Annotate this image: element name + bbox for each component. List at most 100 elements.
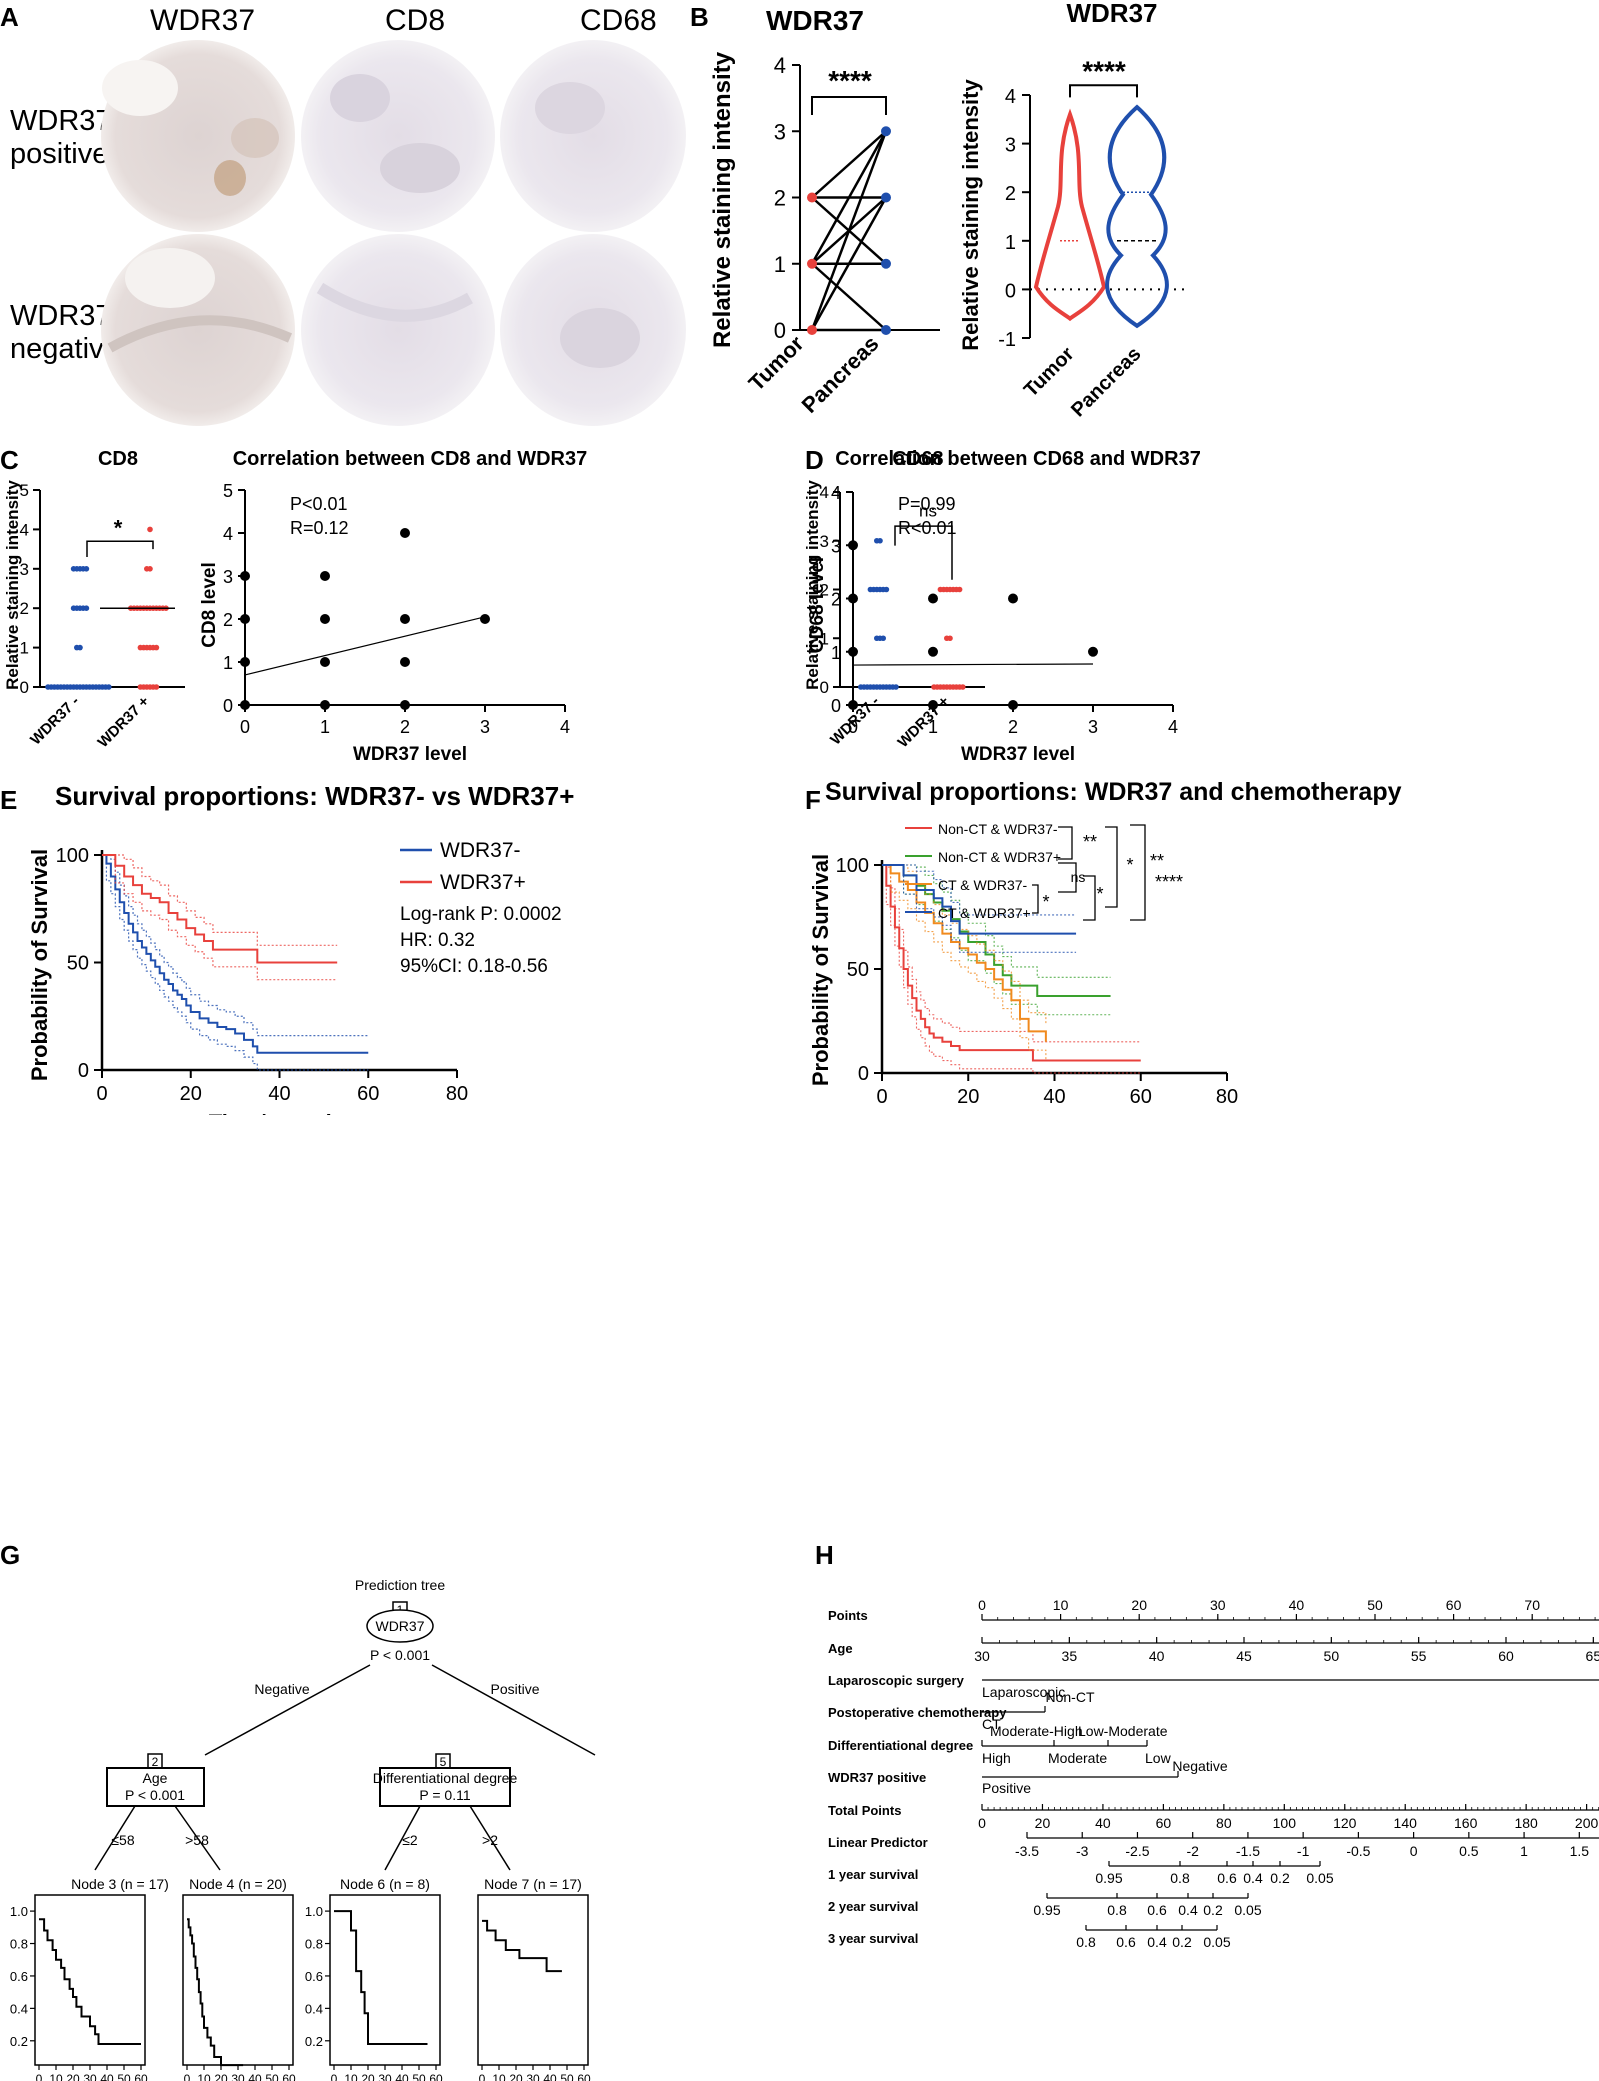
strip-point <box>137 644 144 651</box>
strip-point <box>106 684 112 690</box>
scale-tick-label: 0.05 <box>1203 1934 1230 1950</box>
scale-tick-label: 0.95 <box>1033 1902 1060 1918</box>
scale-tick-label: -3.5 <box>1015 1843 1039 1859</box>
stats-text: HR: 0.32 <box>400 930 475 951</box>
nomogram-row-label: Laparoscopic surgery <box>828 1673 965 1688</box>
x-tick-label: 20 <box>214 2072 228 2081</box>
correlation-point <box>320 700 330 710</box>
panel-a-row-label-positive: WDR37 positive <box>10 105 112 171</box>
y-tick-label: 0 <box>78 1060 89 1082</box>
root-node-label: WDR37 <box>375 1618 424 1634</box>
tumor-violin <box>1033 108 1107 322</box>
scale-tick-label: 50 <box>1367 1597 1383 1613</box>
correlation-point <box>240 571 250 581</box>
strip-point <box>944 635 950 642</box>
scale-tick-label: 1.5 <box>1570 1843 1590 1859</box>
nomogram-row-label: 3 year survival <box>828 1931 918 1946</box>
x-tick-label: 3 <box>1088 717 1098 737</box>
row-label-line: WDR37 <box>10 105 112 137</box>
scale-tick-label: 120 <box>1333 1815 1357 1831</box>
correlation-point <box>1008 593 1018 604</box>
scale-tick-label: 0.05 <box>1306 1870 1333 1886</box>
correlation-point <box>240 657 250 667</box>
significance-label: **** <box>1155 872 1183 892</box>
y-tick-label: 5 <box>20 481 29 500</box>
x-tick-label: 10 <box>49 2072 63 2081</box>
x-tick-label: 60 <box>1130 1086 1152 1108</box>
y-tick-label: 3 <box>223 567 233 587</box>
y-tick-label: 0.4 <box>10 2001 28 2016</box>
chart-title: Survival proportions: WDR37 and chemothe… <box>825 778 1402 806</box>
significance-bracket <box>1069 84 1138 98</box>
nomogram-row-label: Differentiational degree <box>828 1738 973 1753</box>
scale-tick-label: 0.6 <box>1147 1902 1167 1918</box>
correlation-point <box>400 700 410 710</box>
x-tick-label: 60 <box>282 2072 296 2081</box>
scale-tick-label: 60 <box>1498 1648 1514 1664</box>
strip-point <box>858 684 864 690</box>
x-axis-label: WDR37 level <box>353 744 467 765</box>
scale-tick-label: 65 <box>1586 1648 1599 1664</box>
tissue-core-wdr37-positive <box>101 40 295 232</box>
scale-tick-label: 0.8 <box>1107 1902 1127 1918</box>
scale-tick-label: 40 <box>1149 1648 1165 1664</box>
x-tick-label: 0 <box>240 717 250 737</box>
leaf-survival-curve <box>39 1918 141 2046</box>
x-tick-label: 20 <box>66 2072 80 2081</box>
x-tick-label: WDR37 + <box>95 693 153 751</box>
p-value: P<0.01 <box>290 494 348 514</box>
scale-tick-label: 45 <box>1236 1648 1252 1664</box>
x-axis-label: Time/ months <box>209 1110 352 1115</box>
category-label: Non-CT <box>1045 1689 1094 1705</box>
y-tick-label: 4 <box>223 524 233 544</box>
r-value: R=0.12 <box>290 518 349 538</box>
scale-tick-label: 70 <box>1524 1597 1540 1613</box>
y-tick-label: 4 <box>20 520 29 539</box>
strip-point <box>153 644 160 651</box>
correlation-point <box>400 528 410 538</box>
tissue-core-cd68-positive <box>500 40 686 232</box>
correlation-point <box>928 700 938 710</box>
leaf-plot-frame <box>477 1894 589 2066</box>
panel-label-e: E <box>0 785 18 815</box>
scale-tick-label: 160 <box>1454 1815 1478 1831</box>
tissue-core-cd8-positive <box>301 40 495 232</box>
legend-label: CT & WDR37- <box>938 877 1028 893</box>
edge-label: Positive <box>490 1681 539 1697</box>
significance-label: **** <box>1082 55 1126 86</box>
legend-label: WDR37+ <box>440 871 526 894</box>
y-axis-label: CD8 level <box>199 562 220 648</box>
significance-bracket <box>1105 826 1118 908</box>
scale-tick-label: 0 <box>1410 1843 1418 1859</box>
legend-label: Non-CT & WDR37- <box>938 821 1058 837</box>
scale-tick-label: 55 <box>1411 1648 1427 1664</box>
strip-point <box>70 566 77 572</box>
y-tick-label: 0 <box>831 696 841 716</box>
chart-title: WDR37 <box>1066 0 1157 28</box>
correlation-point <box>320 657 330 667</box>
x-tick-label: 0 <box>331 2072 338 2081</box>
x-tick-label: 80 <box>446 1083 468 1105</box>
strip-point <box>931 684 937 690</box>
tumor-point <box>807 325 817 335</box>
scale-tick-label: -1 <box>1297 1843 1310 1859</box>
y-tick-label: 0 <box>223 696 233 716</box>
y-tick-label: 0 <box>820 678 829 697</box>
scale-tick-label: 10 <box>1053 1597 1069 1613</box>
significance-bracket <box>86 540 154 557</box>
correlation-point <box>928 646 938 657</box>
correlation-point <box>1088 646 1098 657</box>
leaf-plot-frame <box>329 1894 441 2066</box>
y-tick-label: -1 <box>998 329 1016 351</box>
nomogram-row-label: 2 year survival <box>828 1899 918 1914</box>
panel-f: Survival proportions: WDR37 and chemothe… <box>808 778 1402 1115</box>
y-tick-label: 1 <box>831 643 841 663</box>
tissue-core-cd68-negative <box>500 234 686 426</box>
tree-edge <box>174 1805 221 1871</box>
scale-tick-label: 140 <box>1394 1815 1418 1831</box>
panel-a-column-header-wdr37: WDR37 <box>150 4 256 37</box>
tumor-point <box>807 258 817 269</box>
chart-title: Correlation between CD68 and WDR37 <box>835 448 1201 470</box>
scale-tick-label: -2.5 <box>1125 1843 1149 1859</box>
strip-point <box>153 684 160 690</box>
